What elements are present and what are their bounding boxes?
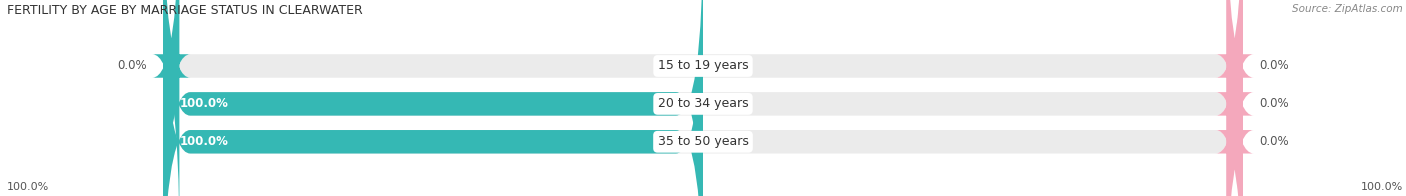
FancyBboxPatch shape — [163, 0, 1243, 196]
FancyBboxPatch shape — [163, 0, 1243, 196]
Text: 100.0%: 100.0% — [180, 135, 228, 148]
Text: 20 to 34 years: 20 to 34 years — [658, 97, 748, 110]
FancyBboxPatch shape — [163, 0, 703, 196]
FancyBboxPatch shape — [163, 0, 703, 196]
Text: 35 to 50 years: 35 to 50 years — [658, 135, 748, 148]
FancyBboxPatch shape — [152, 0, 190, 196]
Text: 0.0%: 0.0% — [1258, 97, 1289, 110]
Text: 0.0%: 0.0% — [117, 60, 148, 73]
Text: Source: ZipAtlas.com: Source: ZipAtlas.com — [1292, 4, 1403, 14]
Text: 0.0%: 0.0% — [1258, 135, 1289, 148]
Text: 0.0%: 0.0% — [1258, 60, 1289, 73]
Text: 100.0%: 100.0% — [7, 182, 49, 192]
Text: FERTILITY BY AGE BY MARRIAGE STATUS IN CLEARWATER: FERTILITY BY AGE BY MARRIAGE STATUS IN C… — [7, 4, 363, 17]
FancyBboxPatch shape — [1216, 0, 1254, 196]
Text: 15 to 19 years: 15 to 19 years — [658, 60, 748, 73]
Text: 100.0%: 100.0% — [180, 97, 228, 110]
FancyBboxPatch shape — [1216, 0, 1254, 196]
FancyBboxPatch shape — [1216, 0, 1254, 196]
FancyBboxPatch shape — [163, 0, 1243, 196]
Text: 100.0%: 100.0% — [1361, 182, 1403, 192]
